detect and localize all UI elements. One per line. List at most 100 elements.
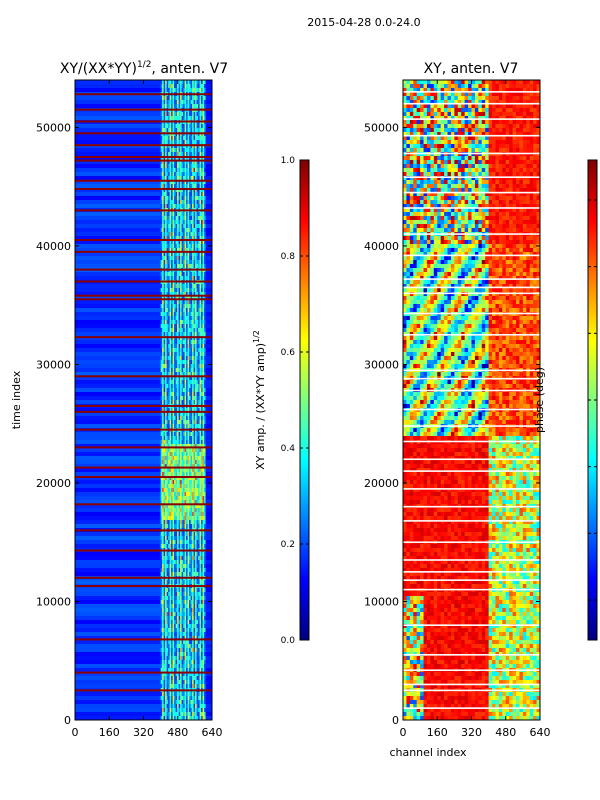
amp-cell [198,684,200,689]
amp-cell [196,508,199,513]
amp-cell [160,272,163,277]
amp-cell [160,512,163,517]
amp-cell [192,364,194,369]
amp-cell [204,160,206,165]
amp-cell [201,632,203,637]
amp-cell [175,684,178,689]
amp-cell [204,176,206,181]
amp-cell [181,640,184,645]
amp-cell [201,568,203,573]
amp-cell [180,572,183,577]
amp-cell [177,388,180,393]
amp-cell [181,692,184,697]
amp-cell [163,604,166,609]
amp-cell [162,320,165,325]
amp-cell [169,472,172,477]
amp-cell [166,80,169,85]
amp-cell [180,256,183,261]
amp-cell [199,484,202,489]
amp-cell [168,672,171,677]
amp-cell [171,228,174,233]
amp-cell [168,392,171,397]
amp-cell [201,664,203,669]
amp-cell [160,532,163,537]
amp-cell [198,608,200,613]
amp-cell [199,148,202,153]
amp-cell [183,556,185,561]
amp-cell [198,212,200,217]
amp-cell [183,504,185,509]
amp-cell [165,256,168,261]
amp-cell [196,468,199,473]
amp-cell [169,628,172,633]
amp-cell [160,660,163,665]
amp-cell [202,148,205,153]
amp-cell [204,296,206,301]
amp-cell [193,204,196,209]
amp-cell [181,88,184,93]
amp-cell [181,228,184,233]
amp-cell [183,480,185,485]
amp-cell [202,436,205,441]
amp-cell [166,240,169,245]
amp-cell [172,196,175,201]
amp-cell [180,508,183,513]
amp-cell [163,408,166,413]
amp-cell [195,436,197,441]
amp-cell [201,248,203,253]
amp-cell [162,212,165,217]
amp-cell [201,420,203,425]
amp-cell [181,204,184,209]
amp-cell [180,596,183,601]
amp-cell [169,484,172,489]
amp-cell [166,460,169,465]
amp-cell [162,180,165,185]
amp-cell [175,360,178,365]
amp-cell [189,164,191,169]
amp-cell [174,684,177,689]
amp-cell [195,244,197,249]
amp-cell [184,636,187,641]
amp-cell [195,648,197,653]
amp-cell [163,492,166,497]
amp-cell [202,580,205,585]
amp-cell [202,504,205,509]
amp-cell [184,456,187,461]
amp-cell [165,248,168,253]
amp-cell [75,328,161,333]
amp-cell [160,664,163,669]
amp-cell [165,112,168,117]
amp-cell [202,172,205,177]
amp-cell [174,344,177,349]
amp-cell [75,288,161,293]
amp-cell [190,596,193,601]
amp-cell [184,176,187,181]
amp-cell [174,412,177,417]
amp-cell [75,376,161,381]
amp-cell [183,196,185,201]
amp-cell [183,176,185,181]
amp-cell [177,700,180,705]
amp-cell [166,168,169,173]
amp-cell [201,256,203,261]
amp-cell [199,328,202,333]
amp-cell [187,168,190,173]
amp-cell [199,236,202,241]
amp-cell [183,616,185,621]
amp-cell [160,376,163,381]
amp-cell [195,464,197,469]
amp-cell [193,236,196,241]
amp-cell [180,672,183,677]
amp-cell [205,160,212,165]
amp-cell [202,276,205,281]
amp-cell [160,288,163,293]
amp-cell [175,536,178,541]
amp-cell [192,476,194,481]
amp-cell [160,368,163,373]
amp-cell [169,116,172,121]
amp-cell [189,272,191,277]
amp-cell [180,552,183,557]
amp-cell [183,680,185,685]
amp-cell [195,560,197,565]
amp-cell [180,416,183,421]
